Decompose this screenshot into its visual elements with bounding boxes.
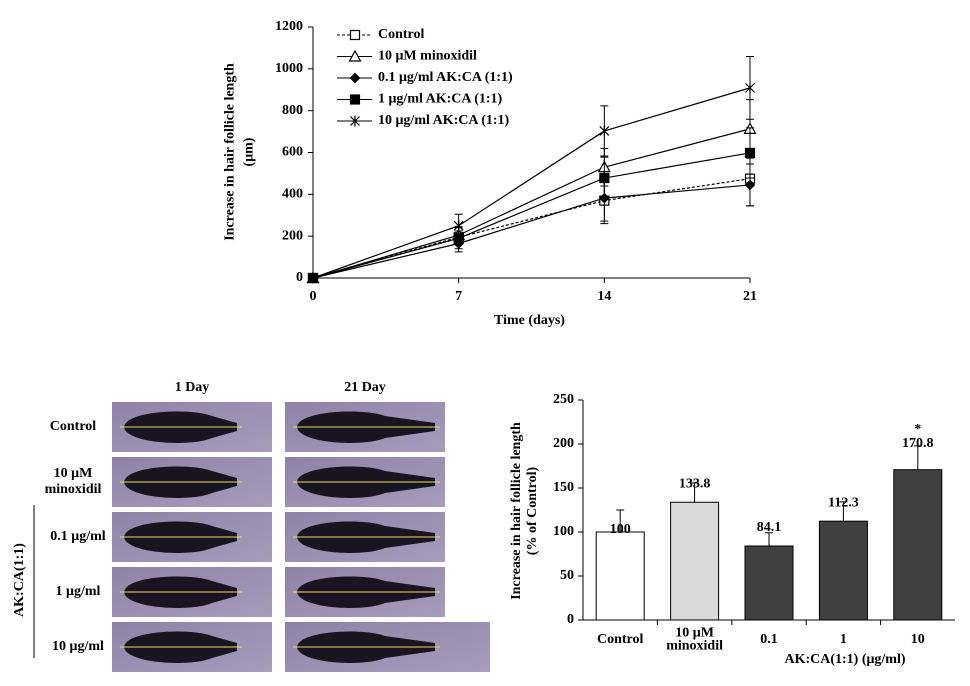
y-tick-label: 800 bbox=[282, 103, 303, 118]
marker bbox=[348, 49, 362, 62]
x-tick-label: 1 bbox=[840, 632, 847, 647]
bar bbox=[893, 469, 943, 621]
y-axis-label: Increase in hair follicle length bbox=[223, 63, 238, 241]
y-tick-label: 0 bbox=[567, 612, 574, 627]
row-label: minoxidil bbox=[45, 482, 102, 497]
bar bbox=[744, 545, 794, 621]
marker bbox=[599, 125, 610, 137]
x-axis-label: Time (days) bbox=[494, 313, 565, 328]
marker bbox=[599, 172, 610, 184]
x-tick-label: 0 bbox=[310, 289, 317, 304]
error-bar bbox=[616, 509, 625, 532]
x-tick-label: 21 bbox=[743, 289, 757, 304]
y-tick-label: 200 bbox=[553, 436, 574, 451]
x-tick-label: 10 μM bbox=[675, 626, 714, 641]
x-tick-label: 0.1 bbox=[760, 632, 778, 647]
x-tick-label: 7 bbox=[455, 289, 462, 304]
row-label: 0.1 μg/ml bbox=[50, 529, 105, 544]
legend-label: 10 μM minoxidil bbox=[378, 49, 477, 64]
marker bbox=[349, 29, 361, 41]
legend-label: 0.1 μg/ml AK:CA (1:1) bbox=[378, 70, 513, 85]
bar bbox=[595, 531, 645, 621]
annotation: * bbox=[914, 422, 921, 437]
y-tick-label: 150 bbox=[553, 480, 574, 495]
y-tick-label: 100 bbox=[553, 524, 574, 539]
x-tick-label: 14 bbox=[597, 289, 611, 304]
error-bar bbox=[839, 501, 848, 522]
y-label-group: Increase in hair follicle length (μm) bbox=[223, 63, 257, 241]
marker bbox=[745, 82, 755, 94]
y-tick-label: 50 bbox=[560, 568, 574, 583]
value-label: 100 bbox=[610, 522, 631, 537]
legend-label: Control bbox=[378, 27, 425, 42]
row-label: 10 μg/ml bbox=[52, 639, 104, 654]
column-header: 1 Day bbox=[175, 380, 210, 395]
x-tick-label: 10 bbox=[911, 632, 925, 647]
marker bbox=[350, 115, 360, 127]
value-label: 84.1 bbox=[757, 520, 782, 535]
error-bar bbox=[913, 445, 922, 470]
series-line bbox=[312, 178, 751, 279]
value-label: 170.8 bbox=[902, 436, 934, 451]
group-label: AK:CA(1:1) bbox=[12, 543, 27, 617]
y-tick-label: 250 bbox=[553, 392, 574, 407]
row-label: 1 μg/ml bbox=[56, 584, 101, 599]
y-tick-label: 1200 bbox=[275, 19, 303, 34]
legend-label: 1 μg/ml AK:CA (1:1) bbox=[378, 92, 503, 107]
row-label: Control bbox=[50, 419, 97, 434]
marker bbox=[744, 147, 756, 159]
y-tick-label: 400 bbox=[282, 187, 303, 202]
value-label: 112.3 bbox=[828, 495, 859, 510]
series-line bbox=[312, 152, 751, 279]
y-label-group: Increase in hair follicle length (% of Co… bbox=[509, 422, 540, 600]
value-label: 133.8 bbox=[679, 476, 711, 491]
legend-label: 10 μg/ml AK:CA (1:1) bbox=[378, 113, 510, 128]
marker bbox=[349, 94, 361, 105]
row-label: 10 μM bbox=[54, 466, 93, 481]
x-axis-label: AK:CA(1:1) (μg/ml) bbox=[784, 652, 905, 667]
x-tick-label: Control bbox=[597, 632, 644, 647]
marker bbox=[453, 220, 464, 232]
marker bbox=[349, 72, 361, 84]
y-axis-label: (% of Control) bbox=[525, 466, 540, 555]
marker bbox=[744, 179, 756, 191]
y-tick-label: 200 bbox=[282, 228, 303, 243]
y-axis-label: (μm) bbox=[242, 137, 257, 166]
series-line bbox=[312, 87, 751, 279]
series-line bbox=[312, 184, 751, 279]
y-tick-label: 0 bbox=[296, 270, 303, 285]
error-bar bbox=[690, 482, 699, 503]
y-axis-label: Increase in hair follicle length bbox=[509, 422, 524, 600]
marker bbox=[308, 272, 318, 284]
bar bbox=[670, 501, 720, 621]
y-tick-label: 600 bbox=[282, 145, 303, 160]
error-bar bbox=[765, 532, 773, 546]
bar bbox=[818, 520, 868, 621]
column-header: 21 Day bbox=[344, 380, 386, 395]
y-tick-label: 1000 bbox=[275, 61, 303, 76]
series-line bbox=[312, 128, 751, 279]
micrographs bbox=[112, 402, 490, 672]
x-tick-label: minoxidil bbox=[666, 639, 723, 654]
